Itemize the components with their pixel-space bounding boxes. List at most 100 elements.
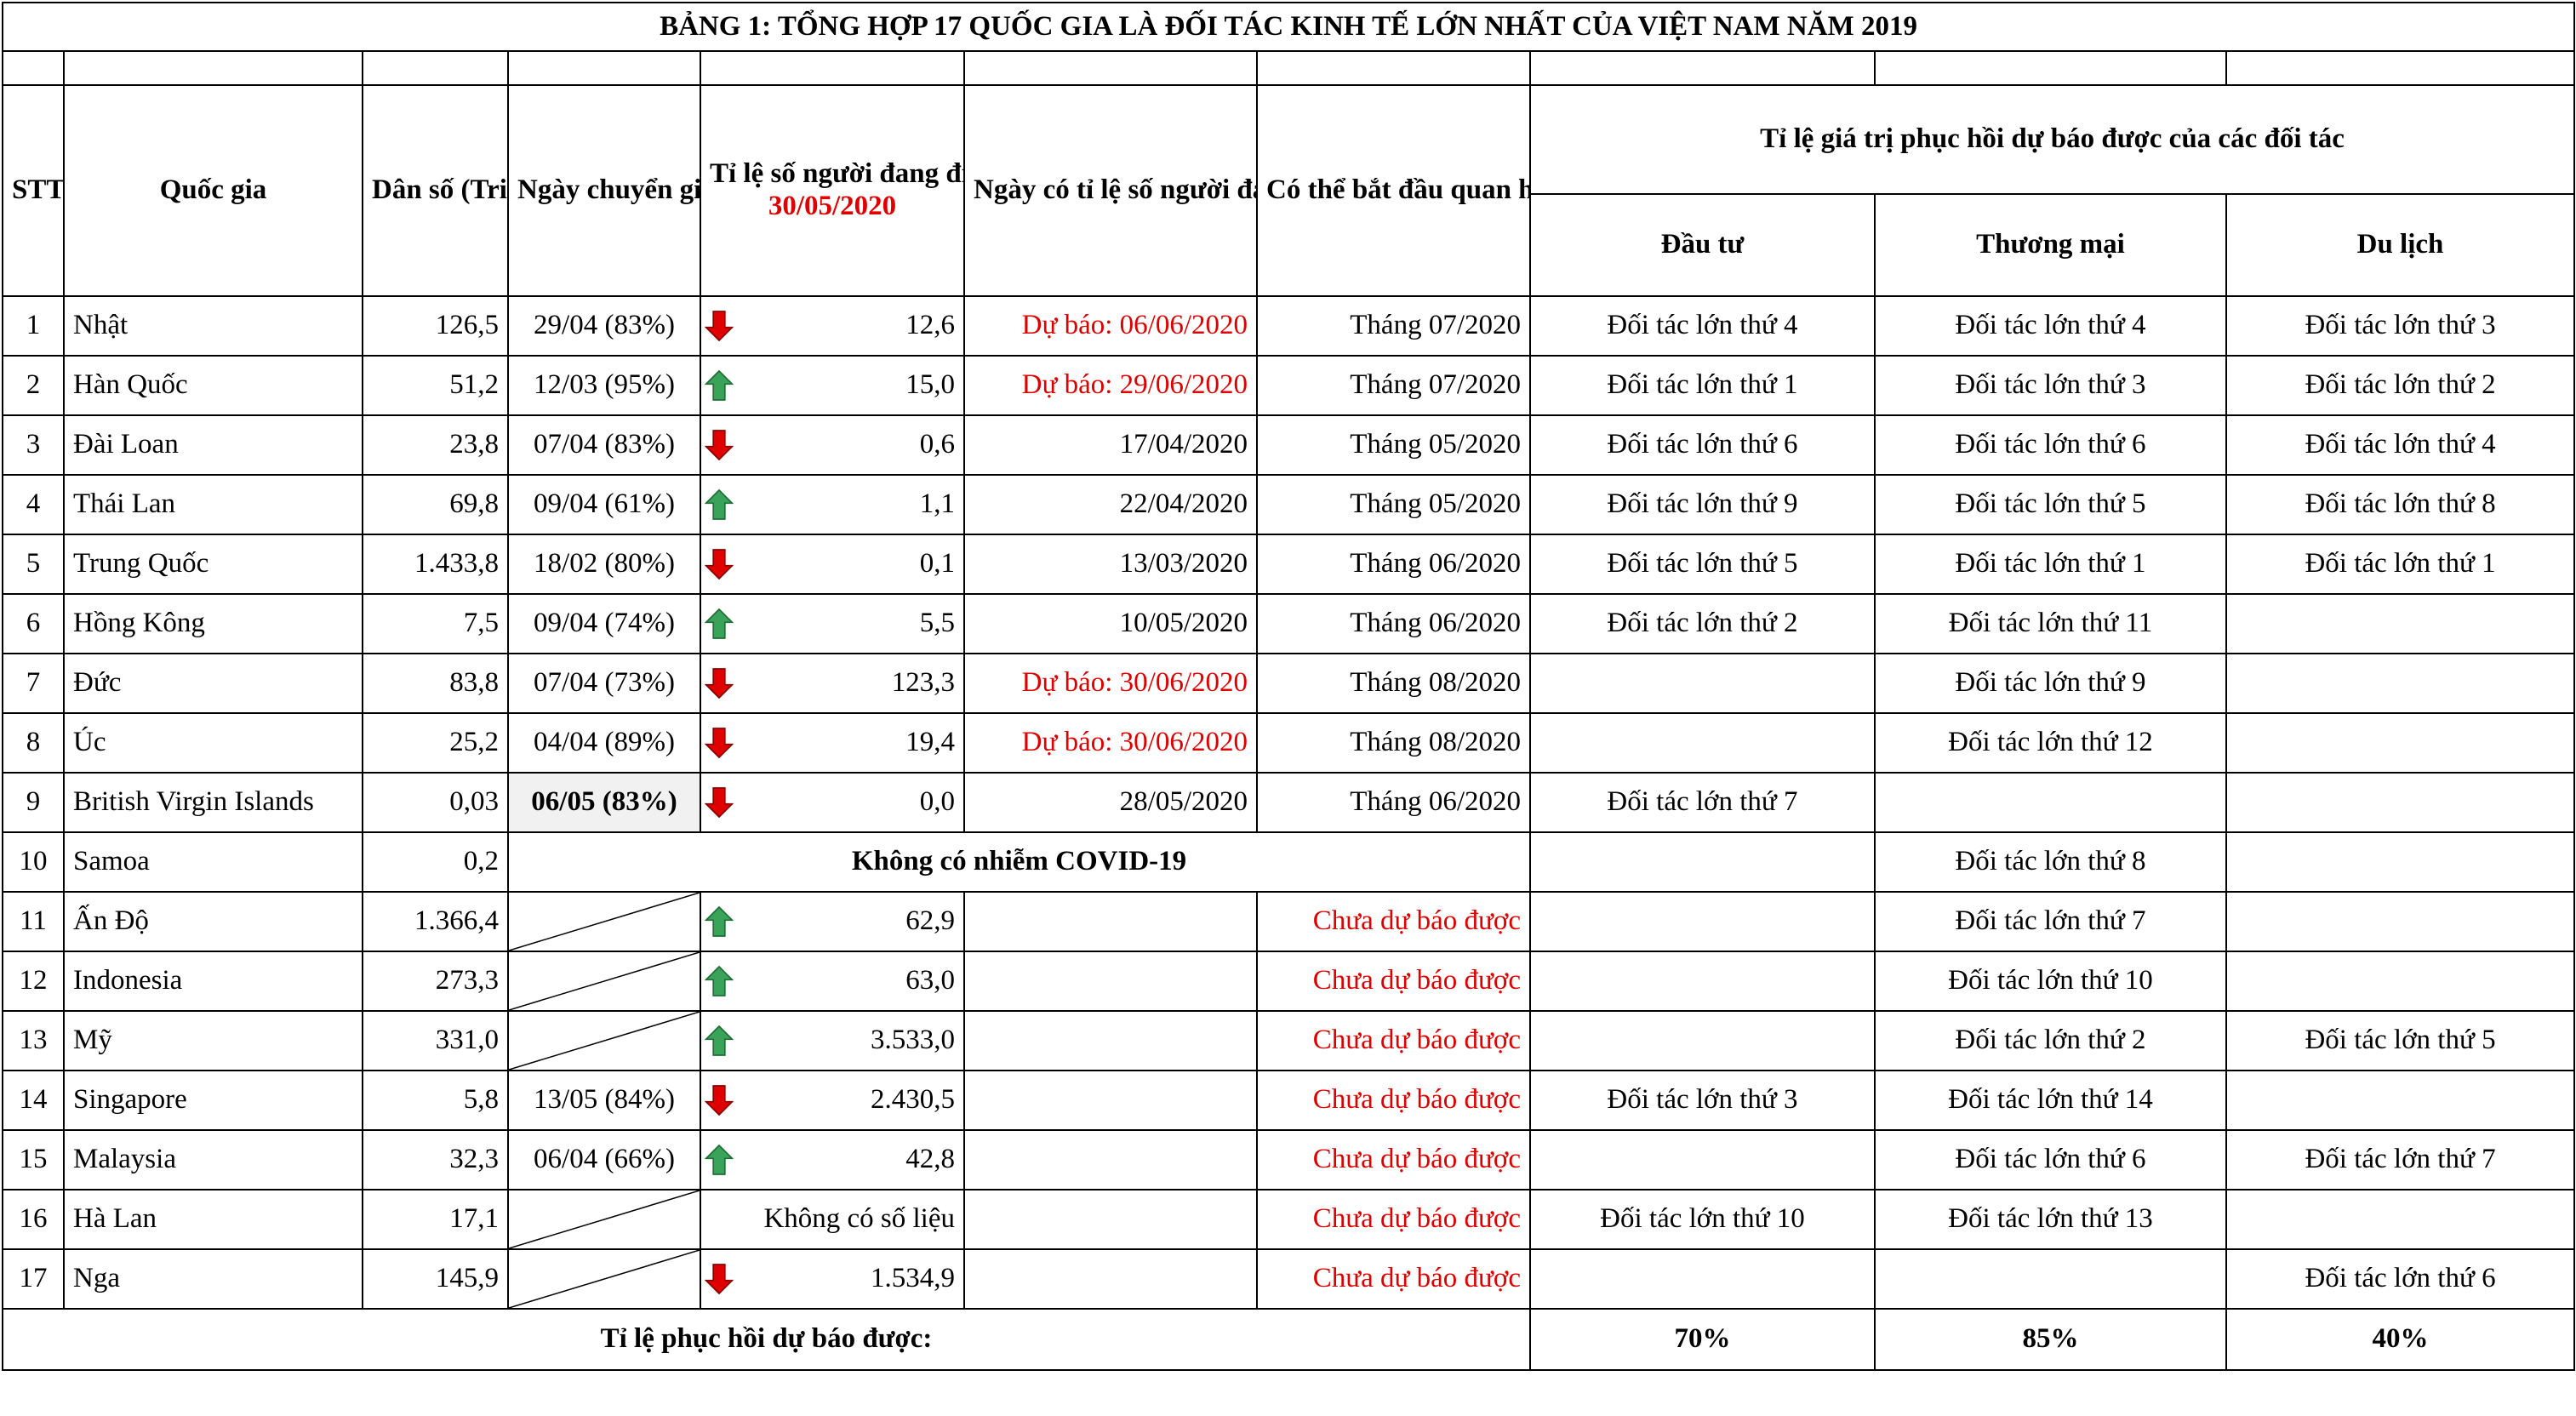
table-row: 3 Đài Loan 23,8 07/04 (83%) 0,6 17/04/2020 Thá…: [2, 414, 2576, 476]
cell-rate-below: [963, 1129, 1258, 1190]
cell-country: Indonesia: [63, 951, 363, 1012]
empty-row: [2, 50, 2576, 86]
spreadsheet-sheet: BẢNG 1: TỔNG HỢP 17 QUỐC GIA LÀ ĐỐI TÁC …: [1, 2, 2576, 1371]
header-country: Quốc gia: [63, 84, 363, 297]
cell-phase-date: 09/04 (74%): [507, 593, 701, 654]
cell-trade: Đối tác lớn thứ 6: [1874, 1129, 2227, 1190]
cell-trade: Đối tác lớn thứ 11: [1874, 593, 2227, 654]
cell-rate: 2.430,5: [700, 1070, 965, 1131]
cell-population: 126,5: [362, 295, 509, 357]
green-up-arrow-icon: [705, 965, 734, 996]
rate-value: 2.430,5: [871, 1084, 955, 1116]
cell-trade: Đối tác lớn thứ 12: [1874, 712, 2227, 774]
cell-stt: 5: [2, 534, 65, 595]
red-down-arrow-icon: [705, 1264, 734, 1295]
cell-tourism: Đối tác lớn thứ 8: [2225, 474, 2576, 535]
table-row: 7 Đức 83,8 07/04 (73%) 123,3 Dự báo: 30/06/20…: [2, 653, 2576, 714]
cell-rate-below: Dự báo: 06/06/2020: [963, 295, 1258, 357]
cell-population: 145,9: [362, 1248, 509, 1310]
table-title: BẢNG 1: TỔNG HỢP 17 QUỐC GIA LÀ ĐỐI TÁC …: [1, 2, 2576, 52]
cell-investment: Đối tác lớn thứ 3: [1529, 1070, 1876, 1131]
cell-normal: [1529, 831, 1876, 893]
cell-investment: Đối tác lớn thứ 9: [1529, 474, 1876, 535]
cell-tourism: [2225, 1189, 2576, 1250]
cell-phase-date: [507, 1189, 701, 1250]
partners-table: BẢNG 1: TỔNG HỢP 17 QUỐC GIA LÀ ĐỐI TÁC …: [1, 2, 2576, 1371]
cell-tourism: [2225, 772, 2576, 833]
cell-investment: [1529, 951, 1876, 1012]
rate-value: Không có số liệu: [763, 1203, 955, 1235]
cell-population: 273,3: [362, 951, 509, 1012]
cell-investment: Đối tác lớn thứ 4: [1529, 295, 1876, 357]
cell-tourism: [2225, 1070, 2576, 1131]
cell-phase-date: 29/04 (83%): [507, 295, 701, 357]
cell-rate: Không có số liệu: [700, 1189, 965, 1250]
cell-investment: Đối tác lớn thứ 8: [1874, 831, 2227, 893]
cell-stt: 8: [2, 712, 65, 774]
table-row: 16 Hà Lan 17,1 Không có số liệu Chưa dự báo …: [2, 1189, 2576, 1250]
cell-rate-below: Dự báo: 30/06/2020: [963, 653, 1258, 714]
cell-normal: Chưa dự báo được: [1256, 1248, 1531, 1310]
footer-trade: 85%: [1874, 1308, 2227, 1371]
table-row: 9 British Virgin Islands 0,03 06/05 (83%) 0,…: [2, 772, 2576, 833]
cell-rate-below: [963, 1189, 1258, 1250]
cell-rate: 42,8: [700, 1129, 965, 1190]
cell-trade: Đối tác lớn thứ 13: [1874, 1189, 2227, 1250]
cell-population: 0,03: [362, 772, 509, 833]
cell-stt: 3: [2, 414, 65, 476]
diagonal-strike-icon: [509, 952, 700, 1010]
red-down-arrow-icon: [705, 1085, 734, 1116]
cell-stt: 7: [2, 653, 65, 714]
footer-investment: 70%: [1529, 1308, 1876, 1371]
cell-country: Nga: [63, 1248, 363, 1310]
cell-normal: Tháng 06/2020: [1256, 534, 1531, 595]
cell-investment: [1529, 653, 1876, 714]
cell-investment: Đối tác lớn thứ 7: [1529, 772, 1876, 833]
cell-rate: 0,6: [700, 414, 965, 476]
cell-trade: Đối tác lớn thứ 14: [1874, 1070, 2227, 1131]
cell-rate: 1,1: [700, 474, 965, 535]
cell-stt: 11: [2, 891, 65, 952]
cell-population: 51,2: [362, 355, 509, 416]
cell-investment: [1529, 1248, 1876, 1310]
cell-trade: [1874, 772, 2227, 833]
cell-normal: Chưa dự báo được: [1256, 1129, 1531, 1190]
cell-stt: 14: [2, 1070, 65, 1131]
diagonal-strike-icon: [509, 893, 700, 951]
cell-rate-below: [963, 1070, 1258, 1131]
header-rate-below: Ngày có tỉ lệ số người đang điều trị/1 t…: [963, 84, 1258, 297]
rate-value: 63,0: [905, 965, 955, 996]
cell-rate: 5,5: [700, 593, 965, 654]
cell-country: Úc: [63, 712, 363, 774]
rate-value: 1,1: [919, 488, 955, 520]
cell-investment: Đối tác lớn thứ 6: [1529, 414, 1876, 476]
cell-rate-below: 10/05/2020: [963, 593, 1258, 654]
cell-country: Hà Lan: [63, 1189, 363, 1250]
cell-phase-date: [507, 891, 701, 952]
cell-normal: Tháng 07/2020: [1256, 355, 1531, 416]
cell-country: British Virgin Islands: [63, 772, 363, 833]
cell-normal: Tháng 06/2020: [1256, 772, 1531, 833]
cell-phase-date: 18/02 (80%): [507, 534, 701, 595]
cell-rate: 3.533,0: [700, 1010, 965, 1071]
cell-rate: 123,3: [700, 653, 965, 714]
cell-stt: 17: [2, 1248, 65, 1310]
table-row: 13 Mỹ 331,0 3.533,0 Chưa dự báo được Đối tác …: [2, 1010, 2576, 1071]
cell-investment: Đối tác lớn thứ 5: [1529, 534, 1876, 595]
cell-population: 1.366,4: [362, 891, 509, 952]
red-down-arrow-icon: [705, 787, 734, 819]
table-row: 11 Ấn Độ 1.366,4 62,9 Chưa dự báo được Đối tá…: [2, 891, 2576, 952]
green-up-arrow-icon: [705, 1144, 734, 1175]
cell-investment: Đối tác lớn thứ 10: [1529, 1189, 1876, 1250]
rate-value: 62,9: [905, 905, 955, 937]
cell-tourism: [2225, 891, 2576, 952]
header-investment: Đầu tư: [1529, 193, 1876, 297]
cell-tourism: Đối tác lớn thứ 7: [2225, 1129, 2576, 1190]
cell-trade: Đối tác lớn thứ 10: [1874, 951, 2227, 1012]
cell-phase-date: 12/03 (95%): [507, 355, 701, 416]
cell-no-covid: Không có nhiễm COVID-19: [507, 831, 1531, 893]
cell-population: 331,0: [362, 1010, 509, 1071]
header-rate-date: 30/05/2020: [768, 191, 897, 221]
cell-phase-date: 04/04 (89%): [507, 712, 701, 774]
cell-stt: 16: [2, 1189, 65, 1250]
